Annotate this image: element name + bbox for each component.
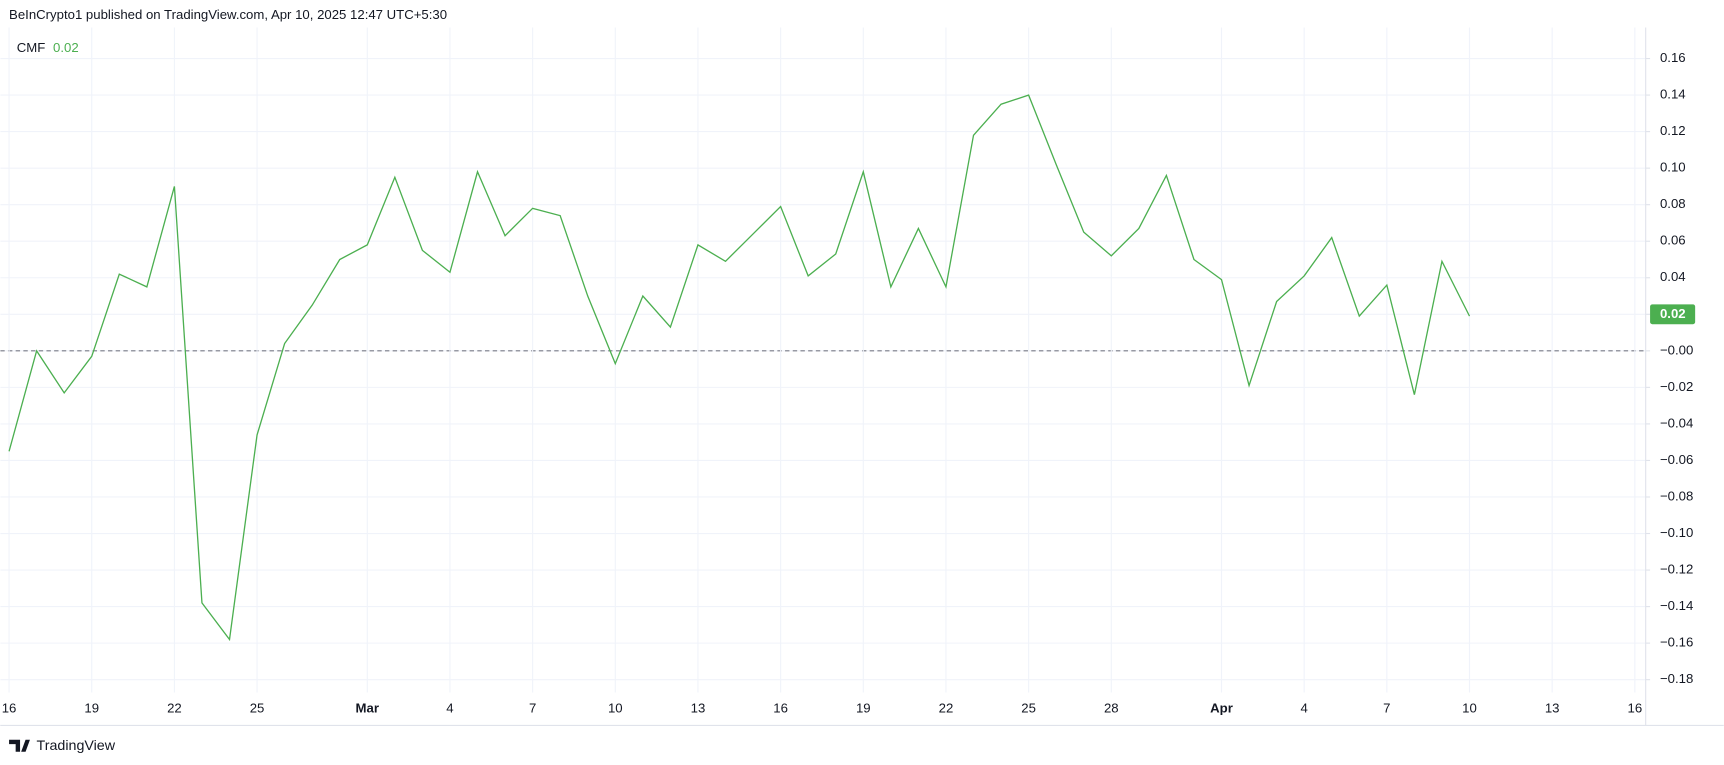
y-tick-label: 0.16	[1660, 50, 1686, 65]
y-tick-label: 0.14	[1660, 87, 1686, 102]
x-tick-label: 19	[856, 700, 871, 715]
y-tick-label: 0.10	[1660, 160, 1686, 175]
x-tick-label: 10	[608, 700, 623, 715]
x-tick-label: 22	[167, 700, 182, 715]
y-tick-label: −0.12	[1660, 562, 1693, 577]
cmf-line	[8, 94, 1471, 642]
x-tick-label: 19	[84, 700, 99, 715]
y-tick-label: −0.04	[1660, 415, 1693, 430]
y-tick-label: −0.10	[1660, 525, 1693, 540]
footer-text: TradingView	[37, 738, 116, 754]
y-tick-label: 0.04	[1660, 269, 1686, 284]
value-badge-label: 0.02	[1660, 306, 1686, 321]
indicator-name: CMF	[17, 40, 46, 55]
y-tick-label: −0.18	[1660, 671, 1693, 686]
x-tick-label: 16	[2, 700, 17, 715]
y-tick-label: −0.14	[1660, 598, 1693, 613]
x-tick-label: 4	[446, 700, 453, 715]
y-tick-label: −0.16	[1660, 635, 1693, 650]
tradingview-logo: TradingView	[9, 738, 116, 754]
y-tick-label: 0.06	[1660, 233, 1686, 248]
indicator-value: 0.02	[53, 40, 79, 55]
x-tick-label: 25	[250, 700, 265, 715]
y-tick-label: 0.08	[1660, 196, 1686, 211]
x-tick-label: 13	[1545, 700, 1560, 715]
x-tick-label: Apr	[1210, 700, 1233, 715]
header: BeInCrypto1 published on TradingView.com…	[9, 7, 447, 22]
x-tick-label: Mar	[356, 700, 379, 715]
x-tick-label: 7	[1383, 700, 1390, 715]
y-tick-label: −0.08	[1660, 488, 1693, 503]
x-tick-label: 25	[1021, 700, 1036, 715]
logo-icon	[9, 739, 30, 752]
y-tick-label: −0.02	[1660, 379, 1693, 394]
x-tick-label: 16	[773, 700, 788, 715]
x-tick-label: 22	[939, 700, 954, 715]
x-tick-label: 13	[691, 700, 706, 715]
y-tick-label: −0.00	[1660, 342, 1693, 357]
x-tick-label: 4	[1301, 700, 1308, 715]
y-tick-label: −0.06	[1660, 452, 1693, 467]
value-badge	[1650, 304, 1696, 325]
x-tick-label: 7	[529, 700, 536, 715]
x-tick-label: 10	[1462, 700, 1477, 715]
y-tick-label: 0.12	[1660, 123, 1686, 138]
x-tick-label: 16	[1628, 700, 1643, 715]
x-tick-label: 28	[1104, 700, 1119, 715]
